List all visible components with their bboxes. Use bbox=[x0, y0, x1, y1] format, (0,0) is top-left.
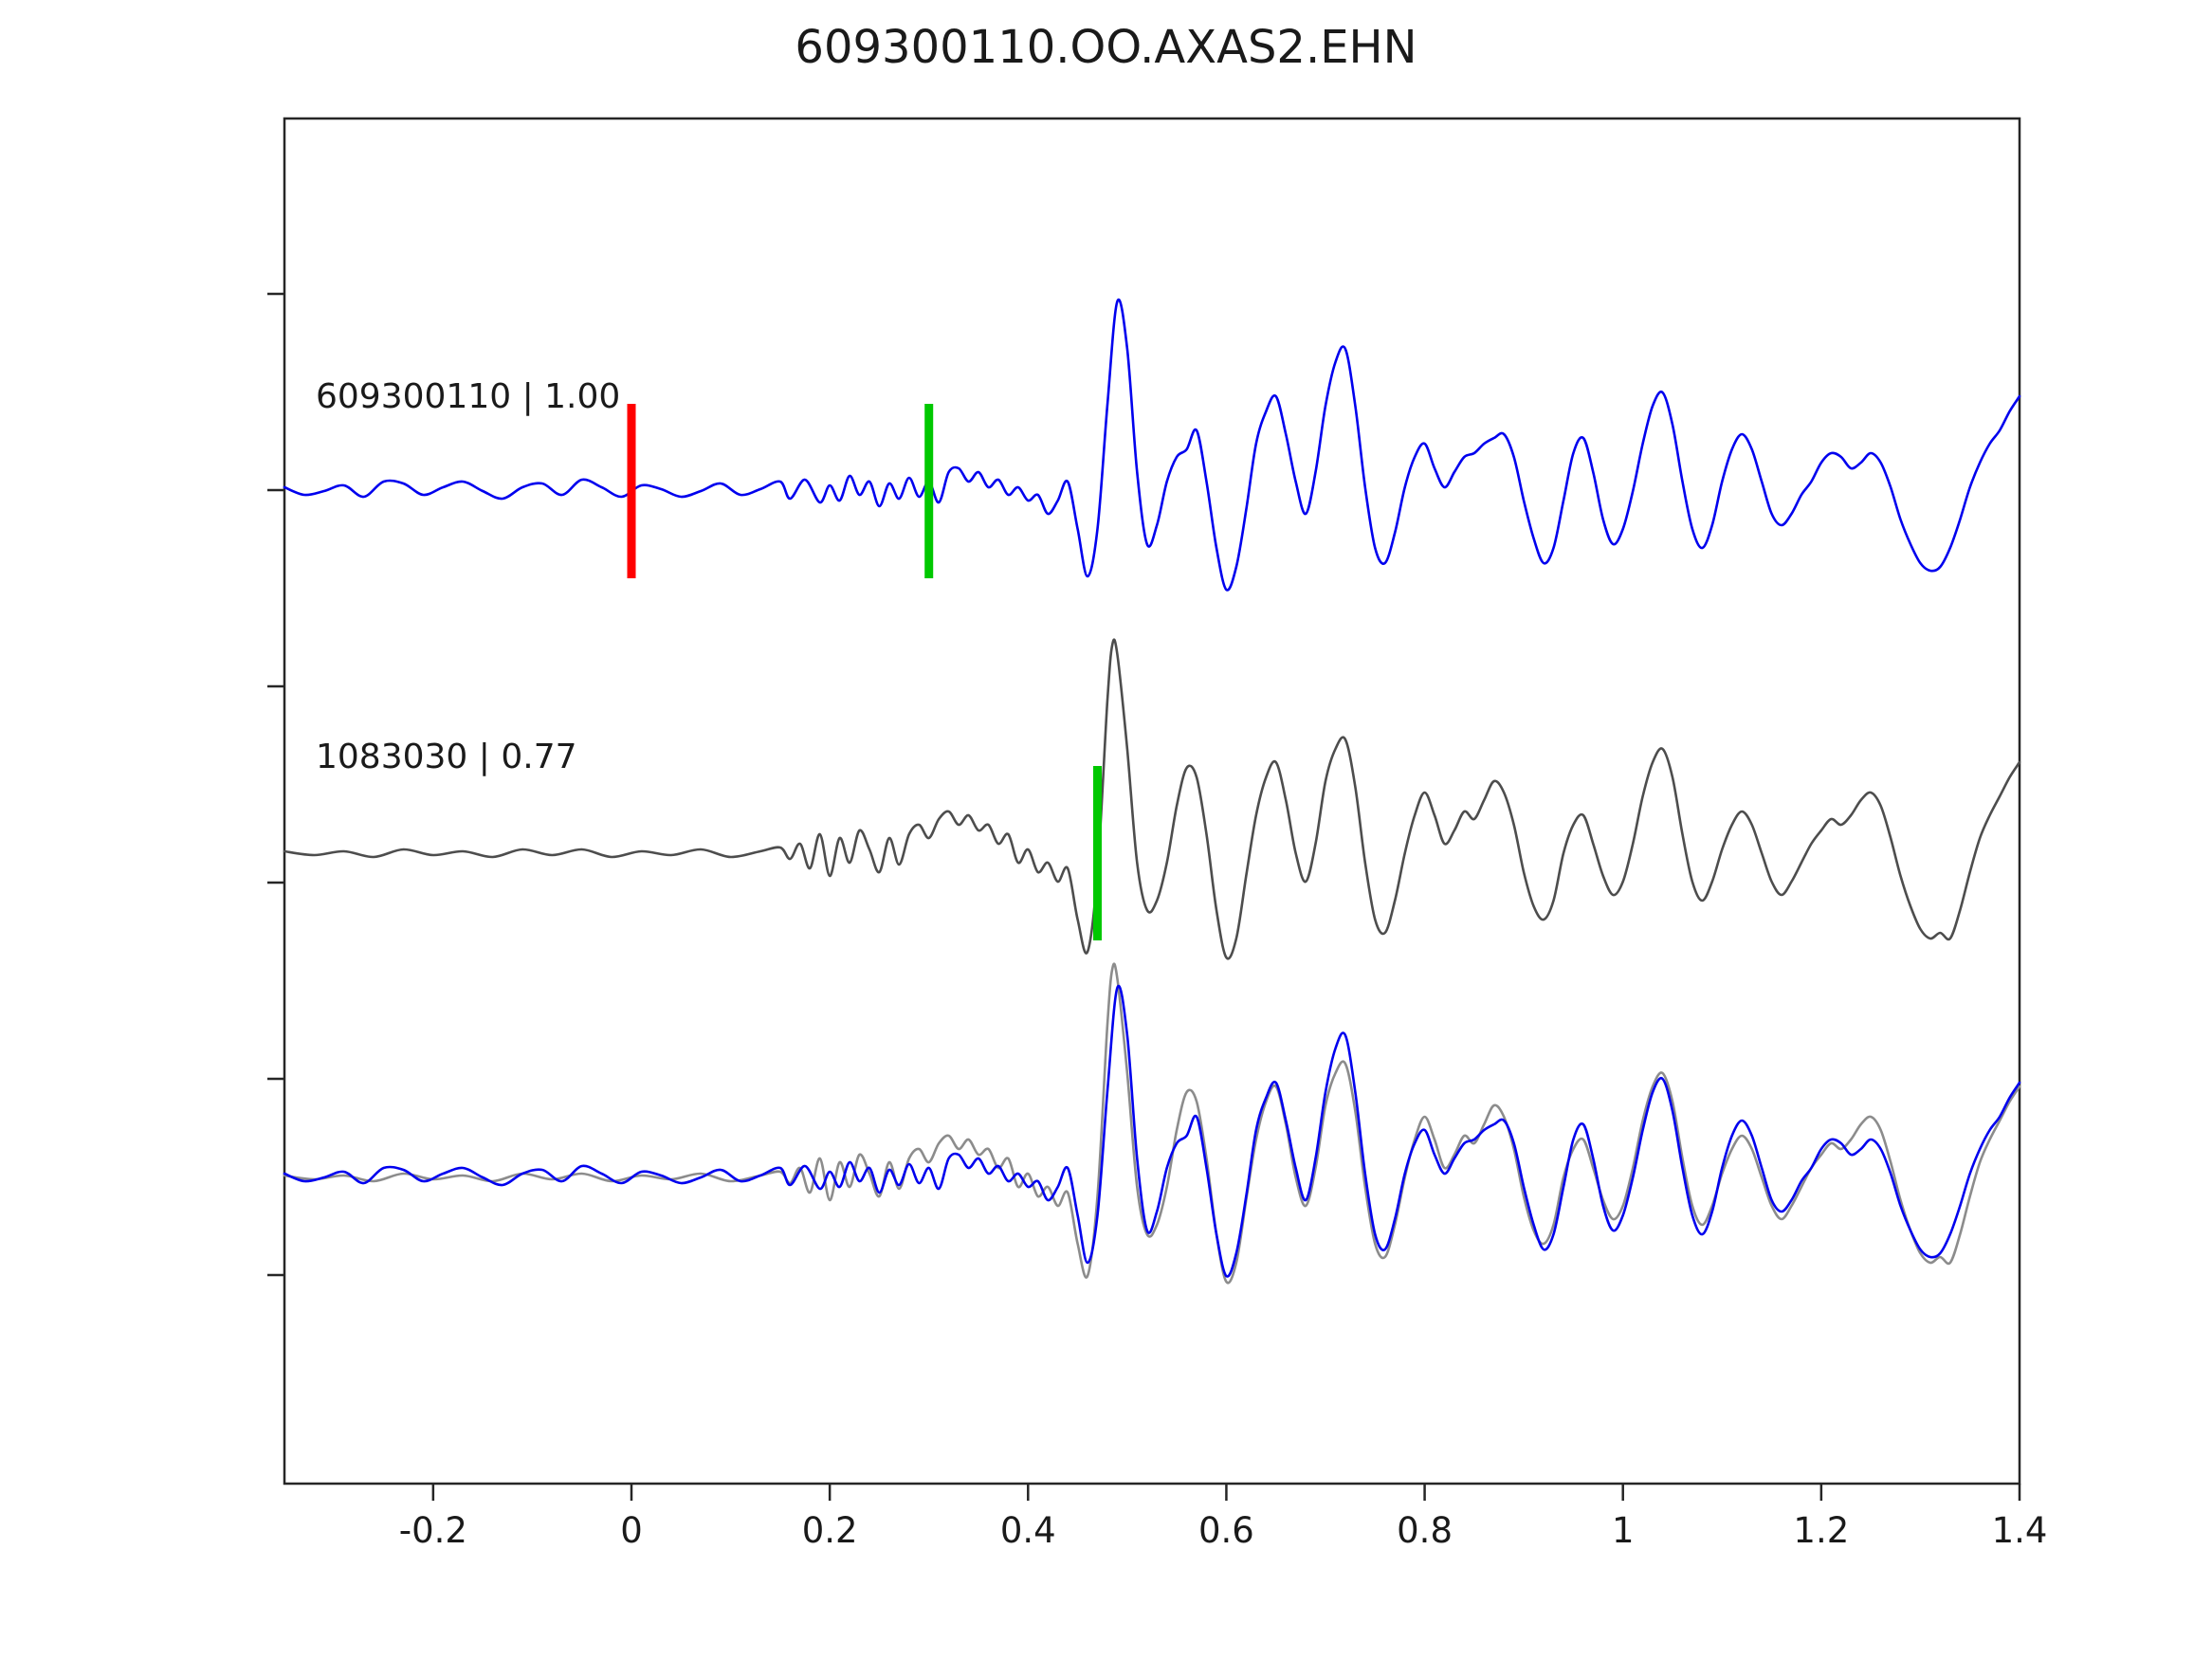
trace-template-panel1 bbox=[283, 298, 2021, 592]
x-tick-label: 1.4 bbox=[1992, 1510, 2048, 1551]
trace-label-detection: 1083030 | 0.77 bbox=[316, 738, 577, 776]
x-tick-label: 0.2 bbox=[802, 1510, 858, 1551]
x-tick-label: -0.2 bbox=[399, 1510, 467, 1551]
figure-title: 609300110.OO.AXAS2.EHN bbox=[795, 21, 1417, 74]
trace-template-panel3 bbox=[283, 984, 2021, 1278]
trace-detection-panel3 bbox=[283, 962, 2021, 1285]
x-tick-label: 0.4 bbox=[1000, 1510, 1056, 1551]
x-tick-label: 1.2 bbox=[1793, 1510, 1849, 1551]
trace-detection-panel2 bbox=[283, 638, 2021, 960]
x-tick-label: 0 bbox=[620, 1510, 643, 1551]
x-tick-label: 0.8 bbox=[1397, 1510, 1453, 1551]
axes-frame bbox=[283, 117, 2021, 1486]
x-tick-label: 1 bbox=[1612, 1510, 1635, 1551]
x-tick-label: 0.6 bbox=[1198, 1510, 1254, 1551]
trace-label-template: 609300110 | 1.00 bbox=[316, 377, 621, 416]
